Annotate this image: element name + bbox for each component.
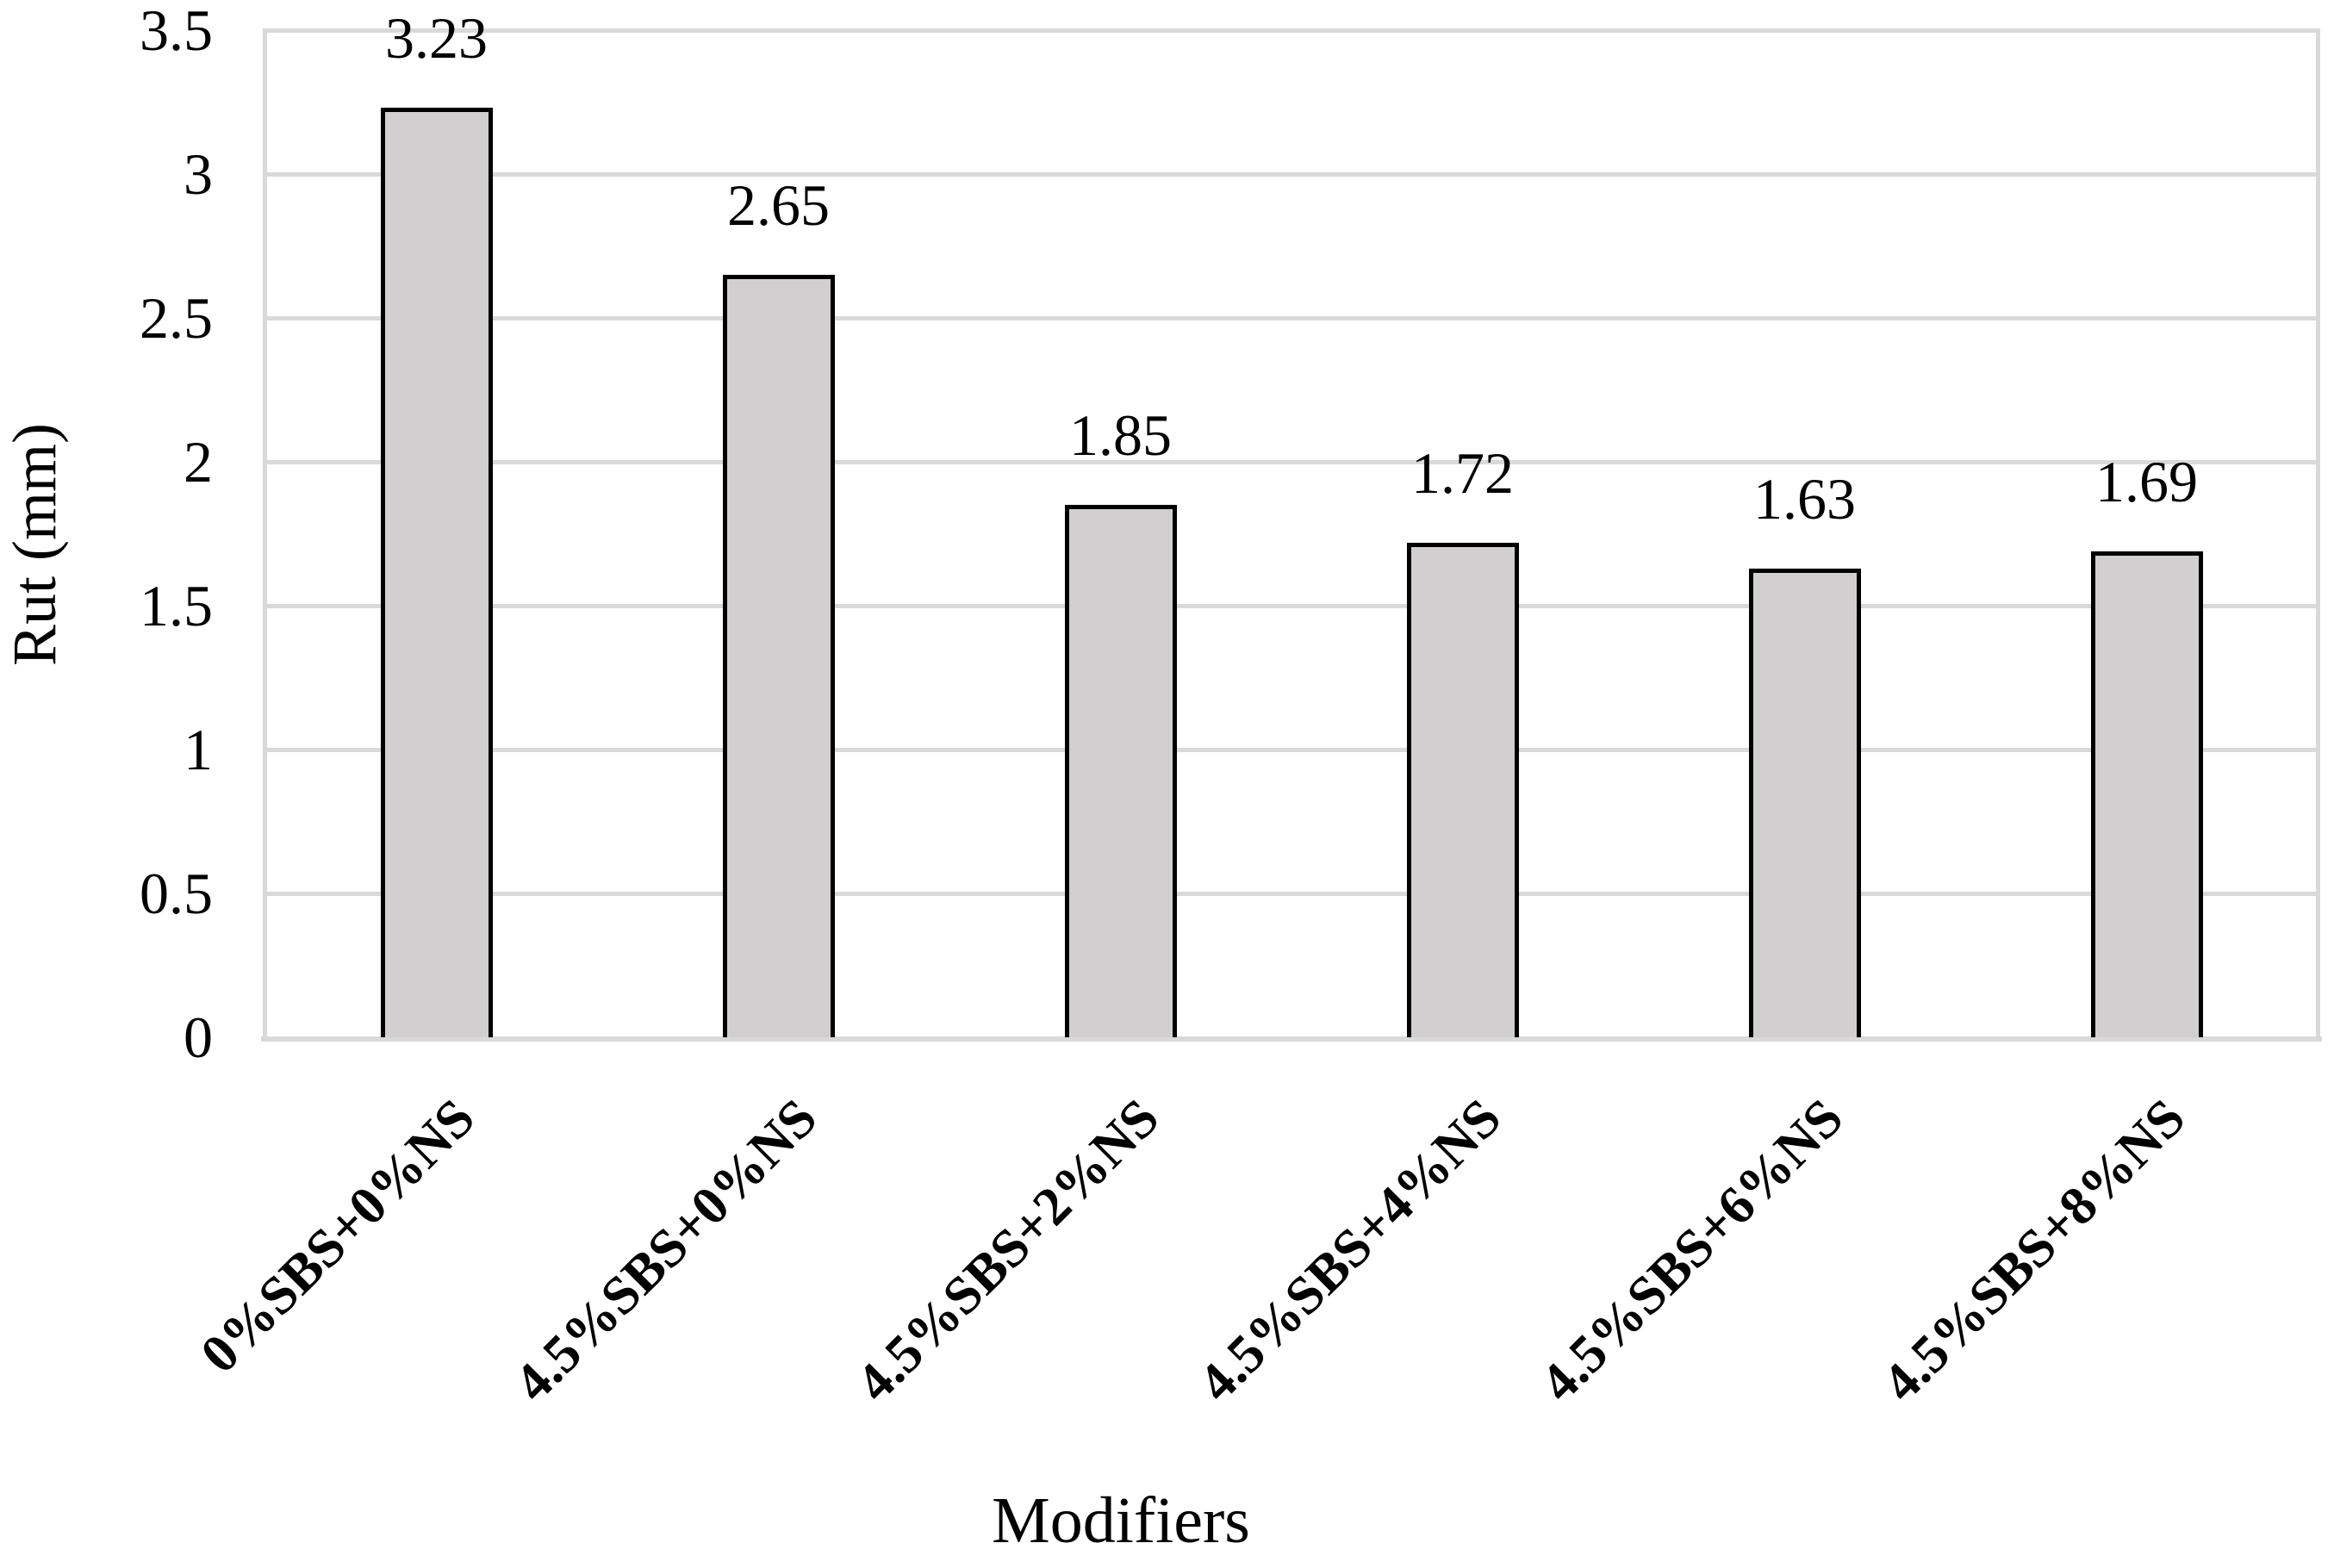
- y-tick-label: 3.5: [140, 0, 213, 63]
- y-tick-label: 3: [184, 141, 213, 207]
- gridline: [267, 315, 2316, 320]
- bar-value-label: 3.23: [385, 5, 488, 71]
- bar-value-label: 1.63: [1753, 466, 1856, 532]
- x-axis-title: Modifiers: [992, 1484, 1250, 1557]
- x-category-label-text: 4.5%SBS+8%NS: [1870, 1087, 2196, 1414]
- y-tick-label: 1.5: [140, 573, 213, 638]
- plot-border-right: [2316, 28, 2320, 1042]
- gridline: [267, 171, 2316, 177]
- bar: [1406, 543, 1519, 1037]
- y-axis-title-text: Rut (mm): [0, 423, 69, 666]
- bar: [380, 108, 493, 1037]
- y-tick-label: 2: [184, 429, 213, 495]
- bar-value-label: 1.69: [2095, 449, 2198, 514]
- bar-value-label: 1.85: [1069, 402, 1172, 468]
- bar-value-label: 2.65: [727, 172, 830, 238]
- x-category-label-text: 4.5%SBS+0%NS: [501, 1087, 828, 1414]
- x-category-label-text: 4.5%SBS+2%NS: [843, 1087, 1170, 1414]
- x-category-label-text: 0%SBS+0%NS: [189, 1087, 486, 1384]
- plot-border-top: [263, 28, 2320, 33]
- y-tick-label: 2.5: [140, 285, 213, 351]
- plot-border-left: [263, 28, 267, 1042]
- bar: [722, 275, 835, 1037]
- bar-value-label: 1.72: [1411, 440, 1514, 506]
- gridline: [267, 747, 2316, 752]
- gridline: [267, 891, 2316, 896]
- bar: [1064, 505, 1177, 1037]
- gridline: [267, 459, 2316, 464]
- gridline: [267, 603, 2316, 608]
- x-category-label-text: 4.5%SBS+4%NS: [1186, 1087, 1512, 1414]
- x-category-label-text: 4.5%SBS+6%NS: [1528, 1087, 1854, 1414]
- y-tick-label: 1: [184, 717, 213, 782]
- y-tick-label: 0: [184, 1005, 213, 1070]
- x-axis-line: [261, 1036, 2322, 1042]
- bar: [1748, 569, 1861, 1037]
- y-tick-label: 0.5: [140, 861, 213, 926]
- bar: [2090, 551, 2203, 1037]
